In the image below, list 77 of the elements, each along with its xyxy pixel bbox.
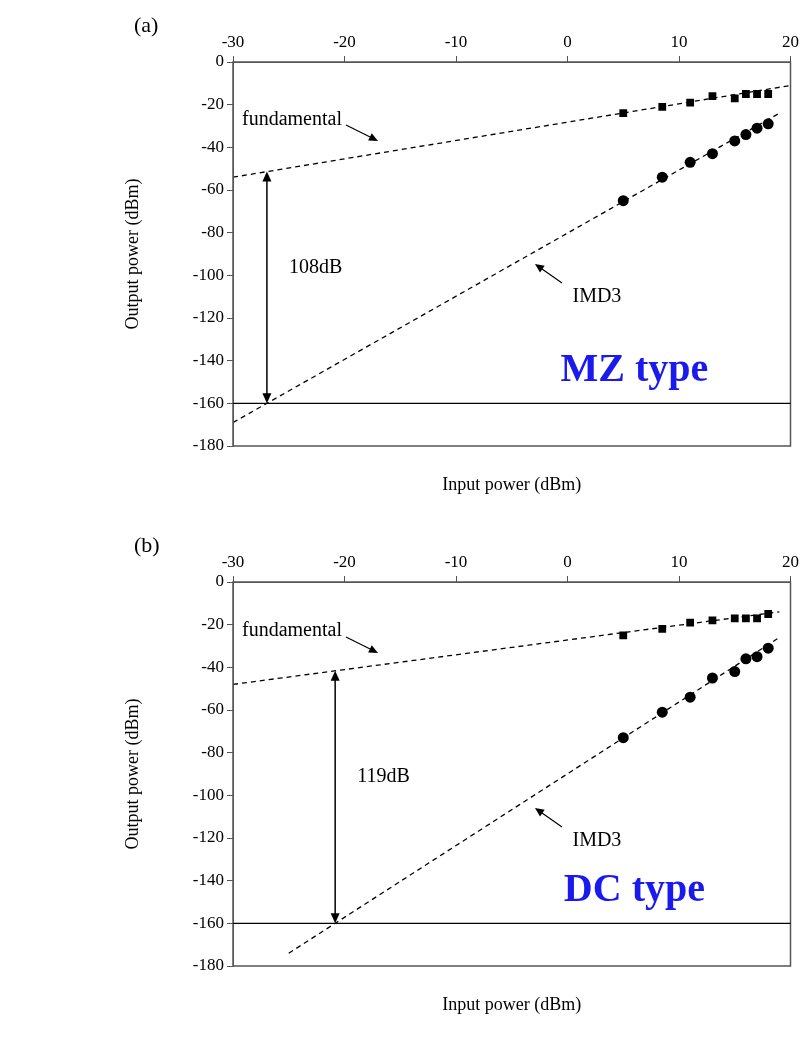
point (617, 195, 629, 207)
y-tick-label: -140 (192, 870, 224, 890)
point (658, 625, 667, 633)
point (619, 109, 628, 118)
x-tick-label: -10 (444, 32, 468, 52)
x-tick-label: 0 (563, 552, 572, 572)
y-axis-title: Output power (dBm) (121, 698, 143, 850)
x-tick-label: 20 (782, 32, 799, 52)
point (740, 129, 752, 141)
point (742, 90, 750, 98)
point (764, 90, 773, 98)
y-tick-label: -40 (201, 656, 224, 676)
y-tick-label: -100 (192, 784, 224, 804)
annotation: 108dB (288, 254, 343, 277)
point (753, 90, 761, 98)
y-tick-label: -80 (201, 742, 224, 762)
y-tick-label: -80 (201, 222, 224, 242)
annotation: 119dB (357, 764, 410, 787)
point (658, 102, 667, 111)
y-tick-label: 0 (215, 571, 224, 591)
chart-title: (a) (134, 12, 159, 38)
x-tick-label: 0 (563, 32, 572, 52)
x-axis-title: Input power (dBm) (442, 473, 582, 495)
text: IMD3 (572, 284, 622, 307)
point (684, 691, 696, 703)
point (656, 706, 668, 718)
point (751, 651, 763, 663)
point (656, 171, 668, 183)
point (753, 614, 761, 623)
series-label: fundamental (241, 618, 343, 641)
y-axis-title: Output power (dBm) (121, 178, 143, 330)
x-tick-label: 10 (670, 32, 688, 52)
x-tick-label: -30 (221, 32, 245, 52)
annotation: MZ type (560, 345, 709, 390)
y-tick-label: -160 (192, 392, 224, 412)
point (706, 148, 718, 160)
x-tick-label: -20 (333, 32, 356, 52)
y-tick-label: -180 (192, 435, 224, 455)
point (762, 118, 774, 130)
point (686, 98, 695, 107)
y-tick-label: -40 (201, 136, 224, 156)
y-tick-label: -100 (192, 264, 224, 284)
point (764, 610, 773, 618)
text: IMD3 (572, 828, 622, 851)
x-tick-label: -30 (221, 552, 245, 572)
annotation: DC type (563, 865, 705, 910)
point (708, 92, 717, 101)
point (619, 631, 628, 640)
chart-title: (b) (134, 532, 160, 558)
y-tick-label: -60 (201, 179, 224, 199)
y-tick-label: 0 (215, 51, 224, 71)
point (686, 618, 695, 627)
x-tick-label: 20 (782, 552, 799, 572)
y-tick-label: -60 (201, 699, 224, 719)
y-tick-label: -20 (201, 614, 224, 634)
point (742, 614, 750, 623)
point (617, 732, 629, 744)
point (762, 642, 774, 654)
y-tick-label: -140 (192, 350, 224, 370)
x-tick-label: -10 (444, 552, 468, 572)
y-tick-label: -180 (192, 955, 224, 975)
point (740, 653, 752, 665)
point (706, 672, 718, 684)
series-label: fundamental (241, 106, 343, 129)
point (751, 122, 763, 134)
y-tick-label: -20 (201, 94, 224, 114)
point (730, 94, 739, 103)
point (684, 156, 696, 168)
y-tick-label: -120 (192, 827, 224, 847)
point (729, 135, 741, 147)
x-tick-label: -20 (333, 552, 356, 572)
x-axis-title: Input power (dBm) (442, 993, 582, 1015)
y-tick-label: -160 (192, 912, 224, 932)
y-tick-label: -120 (192, 307, 224, 327)
x-tick-label: 10 (670, 552, 688, 572)
point (730, 614, 739, 623)
point (729, 666, 741, 678)
